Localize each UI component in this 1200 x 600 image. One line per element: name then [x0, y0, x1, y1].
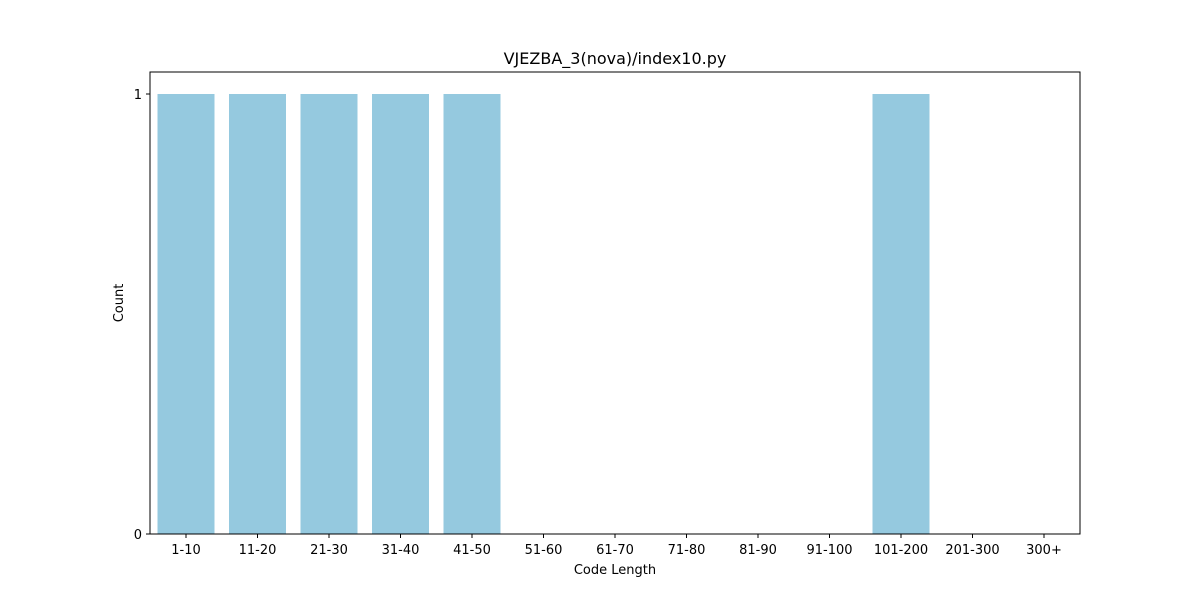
bar-1-10: [157, 94, 215, 534]
y-tick-label: 0: [134, 528, 142, 543]
x-tick-label: 51-60: [525, 543, 563, 558]
x-tick-label: 11-20: [239, 543, 277, 558]
plot-area-frame: [149, 71, 1081, 535]
bar-31-40: [372, 94, 429, 534]
y-axis: 01: [134, 88, 150, 543]
x-tick-label: 201-300: [945, 543, 999, 558]
x-tick-label: 81-90: [739, 543, 777, 558]
chart-title: VJEZBA_3(nova)/index10.py: [504, 49, 727, 69]
bars-layer: [157, 94, 930, 534]
x-tick-label: 61-70: [596, 543, 634, 558]
x-tick-label: 41-50: [453, 543, 491, 558]
bar-11-20: [229, 94, 286, 534]
x-tick-label: 31-40: [382, 543, 420, 558]
bar-101-200: [872, 94, 930, 534]
bar-21-30: [300, 94, 358, 534]
x-axis-title: Code Length: [574, 563, 656, 578]
y-axis-title: Count: [112, 284, 127, 323]
bar-41-50: [443, 94, 501, 534]
x-tick-label: 71-80: [668, 543, 706, 558]
y-tick-label: 1: [134, 88, 142, 103]
x-tick-label: 300+: [1026, 543, 1062, 558]
x-tick-label: 21-30: [310, 543, 348, 558]
x-tick-label: 101-200: [874, 543, 928, 558]
x-axis: 1-10 11-20 21-30 31-40 41-50 51-60 61-70 71-80 8…: [171, 534, 1062, 558]
x-tick-label: 1-10: [171, 543, 201, 558]
x-tick-label: 91-100: [806, 543, 852, 558]
